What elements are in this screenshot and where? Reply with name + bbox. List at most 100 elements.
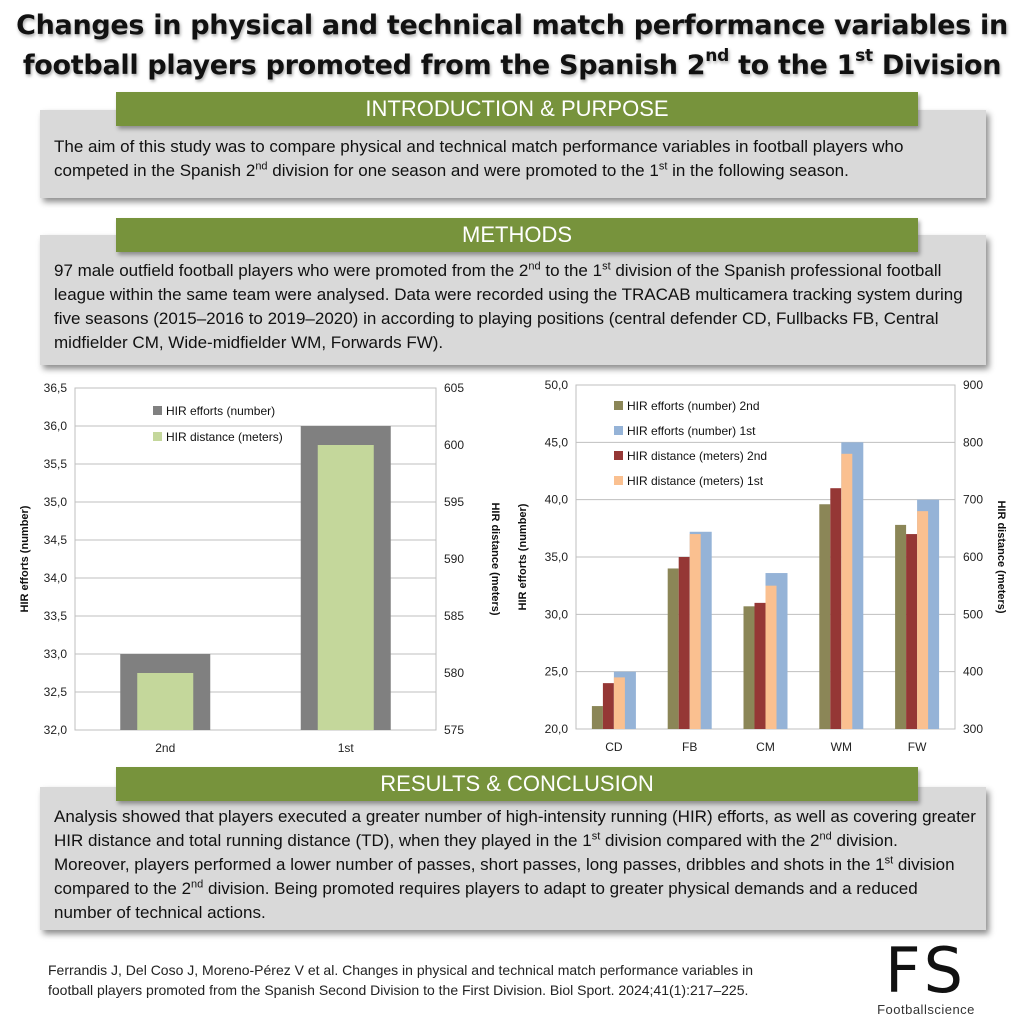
y2-tick-label: 585 bbox=[444, 609, 464, 623]
y2-tick-label: 400 bbox=[963, 665, 983, 679]
y-tick-label: 30,0 bbox=[545, 607, 569, 621]
y2-tick-label: 300 bbox=[963, 722, 983, 736]
bar-FW-0 bbox=[895, 524, 907, 729]
y-tick-label: 20,0 bbox=[545, 722, 569, 736]
legend-label: HIR distance (meters) 1st bbox=[627, 474, 764, 488]
intro-sup-a: nd bbox=[255, 160, 268, 173]
bar-WM-0 bbox=[819, 504, 831, 729]
y2-tick-label: 500 bbox=[963, 607, 983, 621]
y-tick-label: 34,0 bbox=[44, 571, 68, 585]
bar-FW-2 bbox=[906, 534, 918, 729]
y2-tick-label: 600 bbox=[963, 550, 983, 564]
y2-tick-label: 575 bbox=[444, 723, 464, 737]
legend-swatch bbox=[153, 406, 162, 415]
legend-swatch bbox=[614, 451, 623, 460]
intro-heading: INTRODUCTION & PURPOSE bbox=[116, 92, 918, 126]
methods-text: 97 male outfield football players who we… bbox=[54, 259, 976, 355]
methods-text-a: 97 male outfield football players who we… bbox=[54, 261, 529, 280]
bar-CM-2 bbox=[754, 602, 766, 729]
reference-line2: football players promoted from the Spani… bbox=[48, 982, 749, 998]
legend-label: HIR efforts (number) 2nd bbox=[627, 399, 760, 413]
bar-CD-0 bbox=[591, 706, 603, 729]
x-tick-label: CD bbox=[605, 740, 623, 754]
y-tick-label: 34,5 bbox=[44, 533, 68, 547]
y2-axis-title: HIR distance (meters) bbox=[995, 500, 1007, 613]
results-text-b: division compared with the 2 bbox=[600, 831, 820, 850]
bar-FW-3 bbox=[917, 511, 929, 729]
bar-CD-2 bbox=[602, 683, 614, 729]
y-tick-label: 33,0 bbox=[44, 647, 68, 661]
bar-FB-3 bbox=[689, 534, 701, 729]
results-sup-c: st bbox=[884, 854, 894, 867]
legend-swatch bbox=[614, 401, 623, 410]
poster-title: Changes in physical and technical match … bbox=[0, 6, 1024, 86]
intro-text-c: in the following season. bbox=[667, 161, 849, 180]
logo-mark: FS bbox=[885, 934, 967, 1007]
chart-positions: 20,0 25,0 30,0 35,0 40,0 45,0 50,0 300 400 500 600… bbox=[512, 370, 1024, 770]
y2-tick-label: 600 bbox=[444, 438, 464, 452]
results-text-a: Analysis showed that players executed a … bbox=[54, 807, 976, 850]
y-tick-label: 40,0 bbox=[545, 493, 569, 507]
legend-swatch bbox=[614, 476, 623, 485]
y-tick-label: 36,5 bbox=[44, 381, 68, 395]
intro-text: The aim of this study was to compare phy… bbox=[54, 135, 976, 183]
logo-subtitle: Footballscience bbox=[877, 1002, 975, 1017]
legend-swatch bbox=[614, 426, 623, 435]
methods-sup-a: nd bbox=[528, 260, 541, 273]
bar-1st-1 bbox=[317, 445, 374, 730]
methods-text-b: to the 1 bbox=[540, 261, 603, 280]
y2-tick-label: 605 bbox=[444, 381, 464, 395]
chart-overall-svg: 32,0 32,5 33,0 33,5 34,0 34,5 35,0 35,5 36,0 36,5… bbox=[19, 381, 501, 755]
bar-WM-3 bbox=[841, 453, 853, 729]
intro-sup-b: st bbox=[658, 160, 668, 173]
y-tick-label: 32,0 bbox=[44, 723, 68, 737]
title-text-a: football players promoted from the Spani… bbox=[22, 50, 706, 81]
results-text-d: division compared to the 2 bbox=[54, 855, 955, 898]
bar-CM-3 bbox=[765, 585, 777, 729]
intro-text-b: division for one season and were promote… bbox=[267, 161, 659, 180]
methods-sup-b: st bbox=[602, 260, 611, 273]
results-text-c: division. Moreover, players performed a … bbox=[54, 831, 898, 874]
methods-box: 97 male outfield football players who we… bbox=[40, 235, 986, 365]
y-axis-title: HIR efforts (number) bbox=[19, 505, 31, 612]
title-text-c: Division bbox=[872, 50, 1002, 81]
y2-tick-label: 700 bbox=[963, 493, 983, 507]
y-tick-label: 35,0 bbox=[545, 550, 569, 564]
chart-positions-svg: 20,0 25,0 30,0 35,0 40,0 45,0 50,0 300 400 500 600… bbox=[517, 378, 1007, 754]
results-box: Analysis showed that players executed a … bbox=[40, 787, 986, 930]
y-tick-label: 32,5 bbox=[44, 685, 68, 699]
x-tick-label: 2nd bbox=[155, 741, 175, 755]
bar-WM-2 bbox=[830, 488, 842, 729]
methods-text-c: division of the Spanish professional foo… bbox=[54, 261, 963, 352]
title-sup-a: nd bbox=[705, 46, 729, 66]
x-tick-label: FB bbox=[682, 740, 697, 754]
reference-line1: Ferrandis J, Del Coso J, Moreno-Pérez V … bbox=[48, 962, 753, 978]
y2-tick-label: 800 bbox=[963, 435, 983, 449]
y2-axis-title: HIR distance (meters) bbox=[489, 502, 501, 615]
legend-label: HIR efforts (number) bbox=[166, 404, 275, 418]
bar-FB-2 bbox=[678, 557, 690, 729]
bar-CM-0 bbox=[743, 606, 755, 729]
y2-tick-label: 595 bbox=[444, 495, 464, 509]
reference: Ferrandis J, Del Coso J, Moreno-Pérez V … bbox=[48, 960, 848, 1000]
y-tick-label: 35,0 bbox=[44, 495, 68, 509]
legend-label: HIR distance (meters) bbox=[166, 430, 283, 444]
x-tick-label: WM bbox=[831, 740, 852, 754]
y2-tick-label: 580 bbox=[444, 666, 464, 680]
poster-title-line2: football players promoted from the Spani… bbox=[0, 46, 1024, 86]
x-tick-label: FW bbox=[908, 740, 927, 754]
footballscience-logo: FS Footballscience bbox=[866, 934, 986, 1018]
results-text-e: division. Being promoted requires player… bbox=[54, 879, 918, 922]
y-tick-label: 25,0 bbox=[545, 665, 569, 679]
intro-text-a: The aim of this study was to compare phy… bbox=[54, 137, 904, 180]
results-heading: RESULTS & CONCLUSION bbox=[116, 767, 918, 801]
methods-heading: METHODS bbox=[116, 218, 918, 252]
y2-tick-label: 900 bbox=[963, 378, 983, 392]
title-text-b: to the 1 bbox=[728, 50, 856, 81]
title-sup-b: st bbox=[855, 46, 873, 66]
plot-area bbox=[74, 387, 437, 731]
y-tick-label: 36,0 bbox=[44, 419, 68, 433]
y-tick-label: 33,5 bbox=[44, 609, 68, 623]
y-tick-label: 50,0 bbox=[545, 378, 569, 392]
legend-label: HIR efforts (number) 1st bbox=[627, 424, 756, 438]
